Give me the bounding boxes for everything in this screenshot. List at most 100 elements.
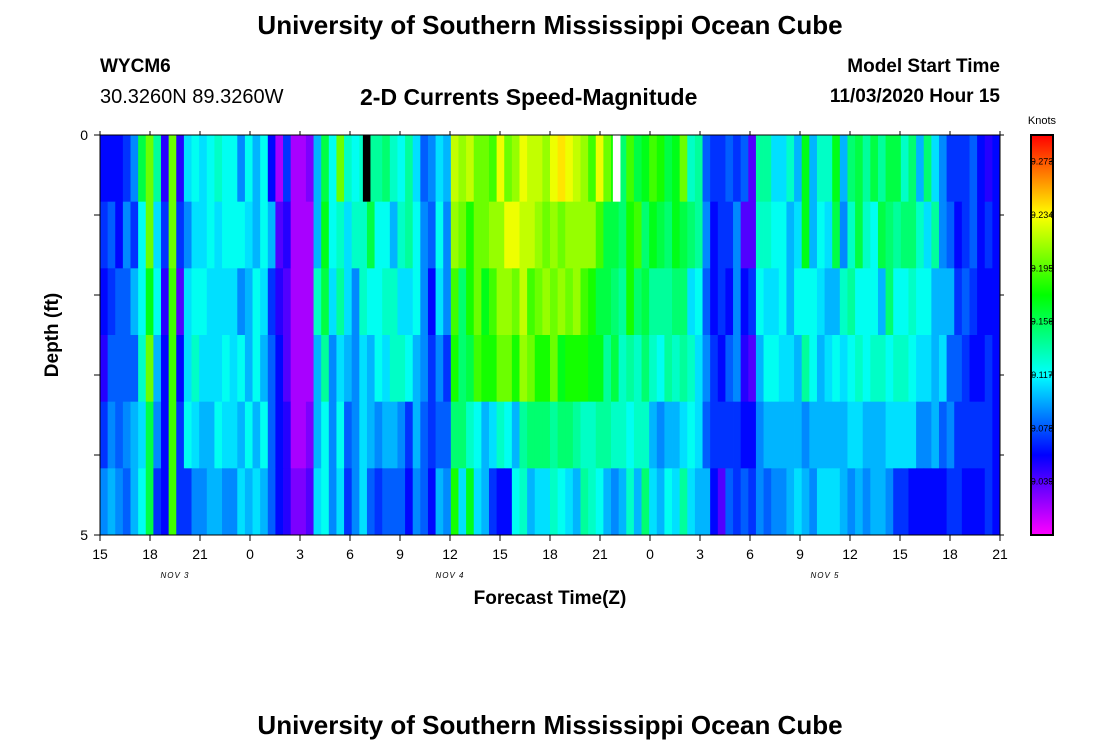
heatmap-cell — [244, 201, 253, 269]
heatmap-cell — [206, 135, 215, 203]
heatmap-cell — [206, 268, 215, 336]
heatmap-cell — [641, 335, 650, 403]
heatmap-cell — [168, 401, 177, 469]
heatmap-cell — [862, 135, 871, 203]
heatmap-cell — [191, 268, 200, 336]
heatmap-cell — [191, 335, 200, 403]
heatmap-cell — [755, 335, 764, 403]
heatmap-cell — [229, 135, 238, 203]
heatmap-cell — [435, 468, 444, 536]
heatmap-cell — [222, 335, 231, 403]
heatmap-cell — [122, 468, 131, 536]
heatmap-cell — [862, 468, 871, 536]
heatmap-cell — [740, 335, 749, 403]
heatmap-cell — [519, 135, 528, 203]
heatmap-cell — [687, 135, 696, 203]
heatmap-cell — [801, 401, 810, 469]
heatmap-cell — [710, 268, 719, 336]
heatmap-cell — [305, 268, 314, 336]
heatmap-cell — [206, 335, 215, 403]
heatmap-cell — [664, 135, 673, 203]
heatmap-cell — [778, 268, 787, 336]
heatmap-cell — [161, 268, 170, 336]
heatmap-cell — [725, 268, 734, 336]
heatmap-cell — [427, 135, 436, 203]
heatmap-cell — [908, 135, 917, 203]
missing-data-cells — [362, 135, 621, 202]
heatmap-cell — [916, 268, 925, 336]
heatmap-cell — [389, 468, 398, 536]
x-tick-label: 21 — [192, 546, 208, 562]
colorbar-tick-label: 0.156 — [1031, 317, 1054, 327]
heatmap-cell — [550, 135, 559, 203]
heatmap-cell — [961, 201, 970, 269]
heatmap-cell — [366, 268, 375, 336]
heatmap-cell — [565, 135, 574, 203]
heatmap-cell — [244, 468, 253, 536]
x-tick-label: 15 — [92, 546, 108, 562]
heatmap-cell — [450, 201, 459, 269]
heatmap-cell — [633, 201, 642, 269]
heatmap-cell — [466, 268, 475, 336]
heatmap-cell — [176, 335, 185, 403]
heatmap-cell — [206, 401, 215, 469]
heatmap-cell — [527, 401, 536, 469]
heatmap-cell — [992, 268, 1001, 336]
heatmap-cell — [252, 468, 261, 536]
heatmap-cell — [122, 335, 131, 403]
x-tick-label: 6 — [346, 546, 354, 562]
heatmap-cell — [809, 468, 818, 536]
heatmap-cell — [199, 268, 208, 336]
heatmap-cell — [443, 468, 452, 536]
heatmap-cell — [145, 135, 154, 203]
heatmap-cell — [565, 401, 574, 469]
heatmap-cell — [504, 135, 513, 203]
heatmap-cell — [916, 401, 925, 469]
heatmap-cell — [771, 268, 780, 336]
heatmap-cell — [237, 268, 246, 336]
heatmap-cell — [923, 135, 932, 203]
heatmap-cell — [824, 135, 833, 203]
heatmap-cell — [305, 468, 314, 536]
heatmap-cell — [313, 268, 322, 336]
heatmap-cell — [214, 201, 223, 269]
heatmap-cell — [336, 135, 345, 203]
heatmap-cell — [405, 201, 414, 269]
heatmap-cell — [725, 468, 734, 536]
y-axis: 05 — [80, 127, 1004, 543]
heatmap-cell — [328, 335, 337, 403]
heatmap-cell — [954, 468, 963, 536]
heatmap-cell — [183, 201, 192, 269]
heatmap-cell — [611, 268, 620, 336]
heatmap-cell — [557, 401, 566, 469]
heatmap-cell — [603, 468, 612, 536]
heatmap-cell — [252, 135, 261, 203]
heatmap-cell — [984, 268, 993, 336]
heatmap-cell — [359, 335, 368, 403]
heatmap-cell — [298, 201, 307, 269]
heatmap-cell — [992, 401, 1001, 469]
heatmap-cell — [496, 468, 505, 536]
heatmap-cell — [603, 335, 612, 403]
heatmap-cell — [374, 268, 383, 336]
heatmap-cell — [984, 135, 993, 203]
heatmap-cell — [839, 468, 848, 536]
x-tick-label: 9 — [796, 546, 804, 562]
x-tick-label: 12 — [442, 546, 458, 562]
heatmap-cell — [412, 468, 421, 536]
heatmap-cell — [100, 268, 109, 336]
heatmap-cell — [534, 335, 543, 403]
x-tick-label: 12 — [842, 546, 858, 562]
heatmap-cell — [794, 468, 803, 536]
heatmap-cell — [275, 401, 284, 469]
heatmap-cell — [626, 268, 635, 336]
heatmap-cell — [717, 335, 726, 403]
heatmap-cell — [473, 268, 482, 336]
heatmap-cell — [443, 201, 452, 269]
heatmap-cell — [916, 135, 925, 203]
heatmap-cell — [214, 268, 223, 336]
heatmap-cell — [588, 201, 597, 269]
heatmap-cell — [893, 135, 902, 203]
heatmap-cell — [145, 335, 154, 403]
heatmap-cell — [679, 201, 688, 269]
